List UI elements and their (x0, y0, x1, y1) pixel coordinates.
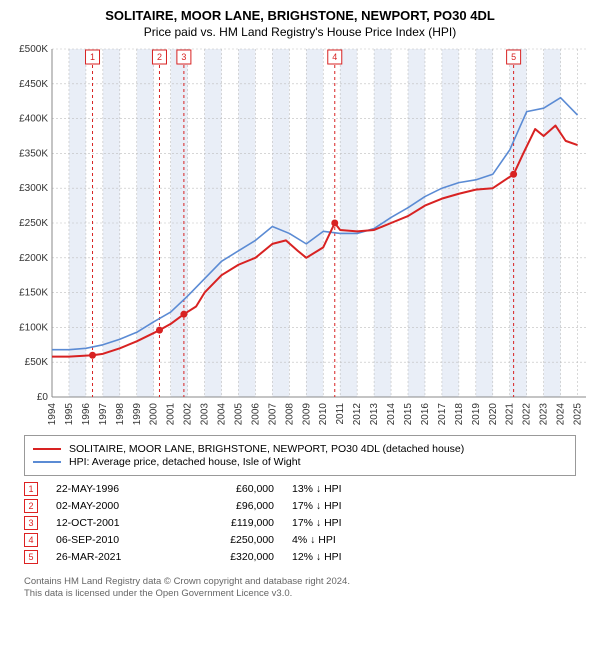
transaction-diff: 17% ↓ HPI (292, 517, 382, 529)
svg-text:3: 3 (181, 52, 186, 62)
chart-svg: £0 £50K £100K £150K £200K £250K £300K £350K £400… (10, 45, 590, 425)
y-axis-label: £150K (19, 288, 48, 299)
transaction-price: £96,000 (184, 500, 274, 512)
transaction-number: 1 (24, 482, 38, 496)
x-axis-label: 2023 (539, 403, 550, 425)
x-axis-label: 2019 (471, 403, 482, 425)
transaction-number: 5 (24, 550, 38, 564)
transaction-row: 1 22-MAY-1996 £60,000 13% ↓ HPI (24, 482, 576, 496)
x-axis-label: 1996 (81, 403, 92, 425)
y-axis-label: £500K (19, 45, 48, 55)
x-axis-label: 2011 (335, 403, 346, 425)
transactions-table: 1 22-MAY-1996 £60,000 13% ↓ HPI 2 02-MAY-2000… (24, 482, 576, 564)
transaction-price: £119,000 (184, 517, 274, 529)
svg-text:2: 2 (157, 52, 162, 62)
transaction-marker: 5 (507, 50, 521, 64)
x-axis-label: 2003 (200, 403, 211, 425)
y-axis-label: £250K (19, 218, 48, 229)
transaction-number: 2 (24, 499, 38, 513)
x-axis-label: 1995 (64, 403, 75, 425)
transaction-row: 5 26-MAR-2021 £320,000 12% ↓ HPI (24, 550, 576, 564)
x-axis-label: 2020 (488, 403, 499, 425)
transaction-date: 26-MAR-2021 (56, 551, 166, 563)
chart-area: £0 £50K £100K £150K £200K £250K £300K £350K £400… (10, 45, 590, 425)
svg-text:5: 5 (511, 52, 516, 62)
transaction-marker: 1 (86, 50, 100, 64)
x-axis-label: 2018 (454, 403, 465, 425)
transaction-date: 12-OCT-2001 (56, 517, 166, 529)
x-axis-label: 2007 (267, 403, 278, 425)
transaction-row: 4 06-SEP-2010 £250,000 4% ↓ HPI (24, 533, 576, 547)
y-axis-label: £350K (19, 148, 48, 159)
x-axis-label: 2008 (284, 403, 295, 425)
transaction-date: 22-MAY-1996 (56, 483, 166, 495)
y-axis-label: £50K (25, 357, 49, 368)
x-axis-label: 2004 (217, 403, 228, 425)
x-axis-label: 2010 (318, 403, 329, 425)
transaction-diff: 13% ↓ HPI (292, 483, 382, 495)
y-axis-label: £0 (37, 392, 49, 403)
x-axis-label: 2016 (420, 403, 431, 425)
footer-line-2: This data is licensed under the Open Gov… (24, 588, 576, 600)
legend-label: SOLITAIRE, MOOR LANE, BRIGHSTONE, NEWPOR… (69, 443, 464, 455)
x-axis-label: 1997 (98, 403, 109, 425)
transaction-diff: 4% ↓ HPI (292, 534, 382, 546)
x-axis-label: 1994 (47, 403, 58, 425)
transaction-price: £60,000 (184, 483, 274, 495)
x-axis-label: 2024 (556, 403, 567, 425)
chart-subtitle: Price paid vs. HM Land Registry's House … (10, 25, 590, 39)
y-axis-label: £100K (19, 322, 48, 333)
svg-text:4: 4 (332, 52, 337, 62)
y-axis-label: £300K (19, 183, 48, 194)
legend-label: HPI: Average price, detached house, Isle… (69, 456, 301, 468)
x-axis-label: 1999 (132, 403, 143, 425)
x-axis-label: 2021 (505, 403, 516, 425)
x-axis-label: 2002 (183, 403, 194, 425)
x-axis-label: 2014 (386, 403, 397, 425)
transaction-row: 3 12-OCT-2001 £119,000 17% ↓ HPI (24, 516, 576, 530)
transaction-marker: 4 (328, 50, 342, 64)
transaction-date: 06-SEP-2010 (56, 534, 166, 546)
transaction-marker: 3 (177, 50, 191, 64)
chart-title: SOLITAIRE, MOOR LANE, BRIGHSTONE, NEWPOR… (10, 8, 590, 23)
x-axis-label: 2017 (437, 403, 448, 425)
transaction-date: 02-MAY-2000 (56, 500, 166, 512)
transaction-diff: 12% ↓ HPI (292, 551, 382, 563)
transaction-number: 3 (24, 516, 38, 530)
y-axis-label: £450K (19, 79, 48, 90)
x-axis-label: 1998 (115, 403, 126, 425)
footer: Contains HM Land Registry data © Crown c… (10, 572, 590, 609)
x-axis-label: 2015 (403, 403, 414, 425)
transaction-diff: 17% ↓ HPI (292, 500, 382, 512)
legend-item: HPI: Average price, detached house, Isle… (33, 456, 567, 468)
legend-item: SOLITAIRE, MOOR LANE, BRIGHSTONE, NEWPOR… (33, 443, 567, 455)
transaction-marker: 2 (152, 50, 166, 64)
transaction-row: 2 02-MAY-2000 £96,000 17% ↓ HPI (24, 499, 576, 513)
svg-text:1: 1 (90, 52, 95, 62)
x-axis-label: 2005 (233, 403, 244, 425)
x-axis-label: 2012 (352, 403, 363, 425)
transaction-price: £320,000 (184, 551, 274, 563)
legend: SOLITAIRE, MOOR LANE, BRIGHSTONE, NEWPOR… (24, 435, 576, 476)
x-axis-label: 2000 (149, 403, 160, 425)
x-axis-label: 2013 (369, 403, 380, 425)
transaction-number: 4 (24, 533, 38, 547)
footer-line-1: Contains HM Land Registry data © Crown c… (24, 576, 576, 588)
figure-container: SOLITAIRE, MOOR LANE, BRIGHSTONE, NEWPOR… (0, 0, 600, 617)
transaction-price: £250,000 (184, 534, 274, 546)
y-axis-label: £200K (19, 253, 48, 264)
x-axis-label: 2025 (573, 403, 584, 425)
x-axis-label: 2009 (301, 403, 312, 425)
y-axis-label: £400K (19, 114, 48, 125)
x-axis-label: 2022 (522, 403, 533, 425)
legend-swatch (33, 448, 61, 450)
legend-swatch (33, 461, 61, 463)
x-axis-label: 2006 (250, 403, 261, 425)
x-axis-label: 2001 (166, 403, 177, 425)
